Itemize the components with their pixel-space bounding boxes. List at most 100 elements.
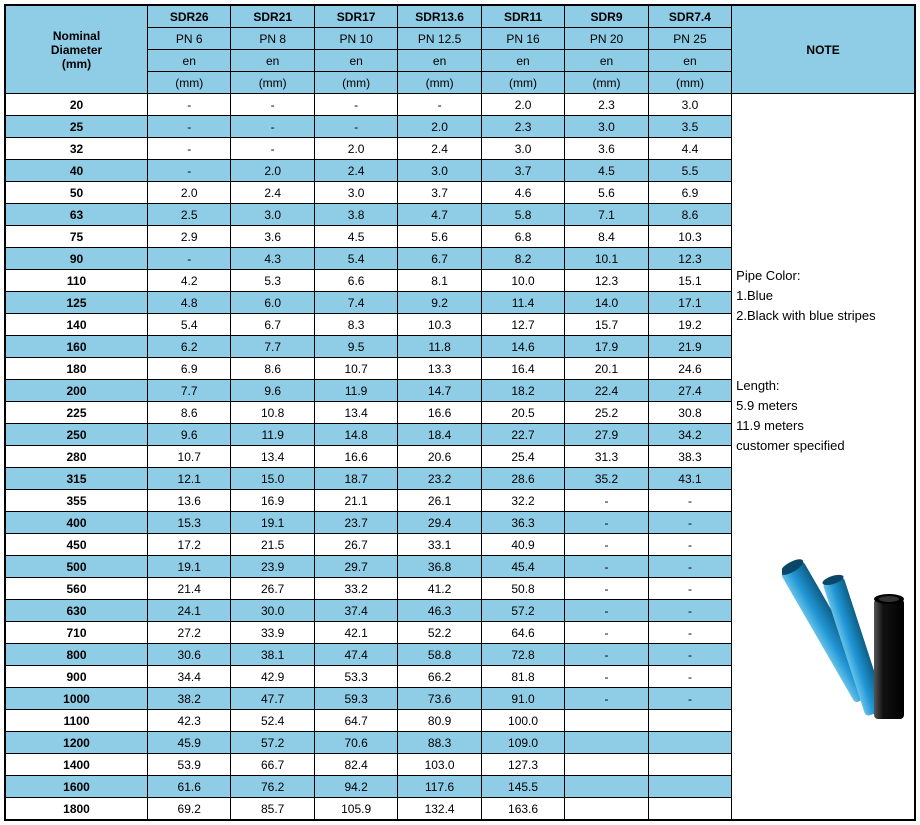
cell-value: 8.4 [565,226,648,248]
cell-value: 17.9 [565,336,648,358]
cell-value: 4.5 [565,160,648,182]
cell-value: 17.1 [648,292,731,314]
nominal-l1: Nominal [8,29,145,43]
cell-value: 4.7 [398,204,481,226]
cell-value: 7.1 [565,204,648,226]
cell-value: 10.1 [565,248,648,270]
cell-value: 6.0 [231,292,314,314]
cell-value: 36.3 [481,512,564,534]
cell-value: 117.6 [398,776,481,798]
cell-value: 13.4 [231,446,314,468]
row-diameter: 90 [5,248,148,270]
cell-value: - [565,600,648,622]
header-sdr-3: SDR13.6 [398,5,481,28]
note-line: Pipe Color: [736,266,800,286]
cell-value: 21.1 [314,490,397,512]
header-en-6: en [648,50,731,72]
cell-value: 66.7 [231,754,314,776]
cell-value: 30.6 [148,644,231,666]
header-mm-3: (mm) [398,72,481,94]
header-sdr-4: SDR11 [481,5,564,28]
cell-value: 42.9 [231,666,314,688]
cell-value: 19.1 [148,556,231,578]
cell-value: 41.2 [398,578,481,600]
cell-value: - [565,534,648,556]
cell-value: 13.6 [148,490,231,512]
row-diameter: 250 [5,424,148,446]
cell-value: 11.4 [481,292,564,314]
cell-value: 6.7 [231,314,314,336]
cell-value: 3.7 [398,182,481,204]
header-pn-0: PN 6 [148,28,231,50]
cell-value: - [565,512,648,534]
cell-value: 2.9 [148,226,231,248]
header-sdr-6: SDR7.4 [648,5,731,28]
cell-value: 5.3 [231,270,314,292]
note-line: 5.9 meters [736,396,797,416]
cell-value: 15.7 [565,314,648,336]
cell-value: 47.4 [314,644,397,666]
cell-value: - [648,578,731,600]
cell-value: - [565,644,648,666]
cell-value: 53.3 [314,666,397,688]
cell-value: 5.8 [481,204,564,226]
cell-value: 34.4 [148,666,231,688]
header-mm-2: (mm) [314,72,397,94]
row-diameter: 900 [5,666,148,688]
cell-value: 16.4 [481,358,564,380]
cell-value [565,710,648,732]
cell-value: - [314,116,397,138]
cell-value: 91.0 [481,688,564,710]
cell-value: 8.3 [314,314,397,336]
row-diameter: 25 [5,116,148,138]
cell-value: 2.0 [481,94,564,116]
cell-value [648,754,731,776]
cell-value: 18.7 [314,468,397,490]
note-line: Length: [736,376,779,396]
cell-value: 2.0 [231,160,314,182]
cell-value: 11.9 [231,424,314,446]
cell-value: 64.7 [314,710,397,732]
cell-value: 45.4 [481,556,564,578]
cell-value: - [648,512,731,534]
cell-value: 24.1 [148,600,231,622]
header-en-4: en [481,50,564,72]
cell-value: - [148,94,231,116]
cell-value: 19.2 [648,314,731,336]
cell-value [648,710,731,732]
header-note: NOTE [732,5,915,94]
row-diameter: 1200 [5,732,148,754]
note-cell: Pipe Color:1.Blue2.Black with blue strip… [732,94,915,821]
row-diameter: 180 [5,358,148,380]
cell-value: 20.6 [398,446,481,468]
cell-value: 3.0 [481,138,564,160]
cell-value: 2.0 [314,138,397,160]
nominal-l2: Diameter [8,43,145,57]
cell-value: 7.4 [314,292,397,314]
header-mm-5: (mm) [565,72,648,94]
cell-value: 100.0 [481,710,564,732]
cell-value: 3.0 [648,94,731,116]
cell-value: 7.7 [148,380,231,402]
row-diameter: 315 [5,468,148,490]
cell-value: 27.4 [648,380,731,402]
cell-value: 38.1 [231,644,314,666]
row-diameter: 1800 [5,798,148,821]
cell-value: 13.4 [314,402,397,424]
cell-value: 64.6 [481,622,564,644]
cell-value: - [648,490,731,512]
cell-value: 21.5 [231,534,314,556]
header-en-3: en [398,50,481,72]
cell-value: 25.4 [481,446,564,468]
cell-value: - [648,688,731,710]
cell-value: 6.9 [148,358,231,380]
note-line: 1.Blue [736,286,773,306]
cell-value: 2.3 [565,94,648,116]
header-sdr-2: SDR17 [314,5,397,28]
note-line: 11.9 meters [736,416,804,436]
header-en-1: en [231,50,314,72]
cell-value: 72.8 [481,644,564,666]
cell-value: 109.0 [481,732,564,754]
cell-value: 2.3 [481,116,564,138]
cell-value: 8.6 [648,204,731,226]
